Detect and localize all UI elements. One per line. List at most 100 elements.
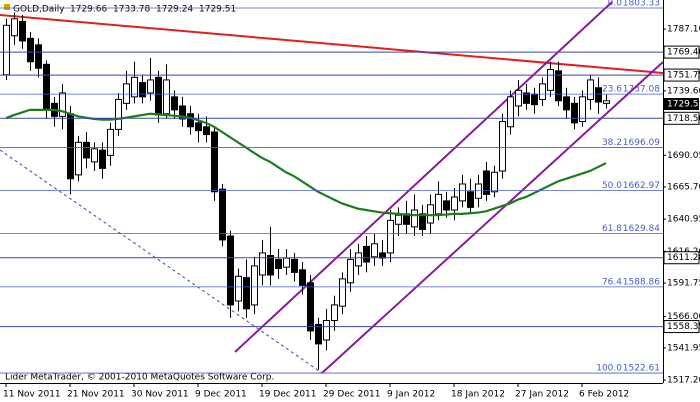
candle-body xyxy=(75,141,82,176)
y-tick-label: 1739.60 xyxy=(667,86,700,96)
y-tick-label: 1591.75 xyxy=(667,279,700,289)
fib-price: 1696.09 xyxy=(623,138,660,148)
last-price-box xyxy=(664,97,699,110)
candle-body xyxy=(179,105,186,120)
candle-body xyxy=(3,24,10,76)
y-tick-label: 1566.00 xyxy=(667,312,700,322)
candle-body xyxy=(523,92,530,104)
fib-ratio: 50.0 xyxy=(602,181,622,191)
candle-body xyxy=(299,269,306,286)
candle-body xyxy=(563,96,570,111)
level-box xyxy=(663,45,700,59)
x-tick-label: 29 Dec 2011 xyxy=(323,390,381,400)
chart-title: GOLD,Daily xyxy=(13,5,65,15)
candle-body xyxy=(443,200,450,211)
candle-body xyxy=(339,278,346,307)
resistance-line xyxy=(0,14,664,74)
candle-body xyxy=(267,254,274,276)
candle-body xyxy=(547,69,554,91)
candle-body xyxy=(331,304,338,322)
candle-body xyxy=(579,96,586,123)
candle-body xyxy=(427,204,434,224)
candle-body xyxy=(235,275,242,302)
candle-body xyxy=(595,87,602,103)
level-box xyxy=(663,111,700,125)
candle-body xyxy=(315,323,322,345)
candle-body xyxy=(307,282,314,332)
level-box xyxy=(663,320,700,334)
candle-body xyxy=(323,320,330,341)
fib-price: 1522.61 xyxy=(623,364,660,374)
candle-body xyxy=(587,79,594,100)
candle-body xyxy=(219,188,226,241)
candle-body xyxy=(291,258,298,273)
candle-body xyxy=(171,96,178,111)
candle-body xyxy=(491,171,498,193)
candle-body xyxy=(83,141,90,159)
candle-body xyxy=(467,191,474,208)
plot xyxy=(3,12,610,370)
x-tick-label: 21 Nov 2011 xyxy=(67,390,125,400)
level-label: 1611.28 xyxy=(667,253,700,263)
candle-body xyxy=(603,100,610,104)
x-tick-label: 30 Nov 2011 xyxy=(131,390,189,400)
x-tick-label: 18 Jan 2012 xyxy=(451,390,505,400)
candle-body xyxy=(147,79,154,94)
candle-body xyxy=(227,235,234,306)
candle-body xyxy=(27,37,34,63)
candle-body xyxy=(211,131,218,193)
candle-body xyxy=(123,83,130,104)
fib-price: 1803.33 xyxy=(623,0,660,8)
candle-body xyxy=(387,219,394,254)
candle-body xyxy=(515,89,522,107)
candle-body xyxy=(67,113,74,180)
fib-ratio: 23.6 xyxy=(602,85,622,95)
fib-price: 1588.86 xyxy=(623,277,660,287)
level-box xyxy=(663,68,700,82)
candle-body xyxy=(411,209,418,228)
fib-ratio: 0.0 xyxy=(608,0,623,8)
level-label: 1769.40 xyxy=(667,48,700,58)
x-tick-label: 9 Dec 2011 xyxy=(195,390,247,400)
y-tick-label: 1665.70 xyxy=(667,182,700,192)
level-label: 1751.75 xyxy=(667,71,700,81)
candle-body xyxy=(43,63,50,111)
candle-body xyxy=(251,265,258,306)
level-box xyxy=(663,251,700,265)
fib-trend-line xyxy=(0,149,323,374)
y-tick-label: 1517.20 xyxy=(667,376,700,386)
header-value: 1729.51 xyxy=(199,5,236,15)
candle-body xyxy=(371,243,378,258)
fib-ratio: 76.4 xyxy=(602,277,622,287)
candle-body xyxy=(395,214,402,225)
channel-lower xyxy=(321,61,664,374)
candle-body xyxy=(35,44,42,69)
candle-body xyxy=(59,92,66,117)
candle-body xyxy=(419,213,426,230)
fib-ratio: 61.8 xyxy=(602,224,622,234)
candle-body xyxy=(243,277,250,310)
candle-body xyxy=(483,170,490,195)
candle-body xyxy=(475,183,482,199)
candle-body xyxy=(355,252,362,267)
candle-body xyxy=(531,93,538,106)
fib-price: 1629.84 xyxy=(623,224,660,234)
candle-body xyxy=(275,258,282,270)
level-label: 1718.50 xyxy=(667,114,700,124)
candle-body xyxy=(91,148,98,163)
candle-body xyxy=(539,83,546,100)
last-price-label: 1729.51 xyxy=(667,99,700,109)
symbol-icon xyxy=(4,4,10,10)
moving-average xyxy=(5,108,607,217)
x-tick-label: 6 Feb 2012 xyxy=(579,390,629,400)
level-label: 1558.35 xyxy=(667,322,700,332)
header-value: 1729.24 xyxy=(156,5,193,15)
footer: Lider MetaTrader, © 2001-2010 MetaQuotes… xyxy=(5,373,274,383)
candle-body xyxy=(139,82,146,98)
fib-ratio: 100.0 xyxy=(596,364,622,374)
header-value: 1729.66 xyxy=(70,5,107,15)
candle-body xyxy=(107,128,114,156)
candle-body xyxy=(195,122,202,132)
